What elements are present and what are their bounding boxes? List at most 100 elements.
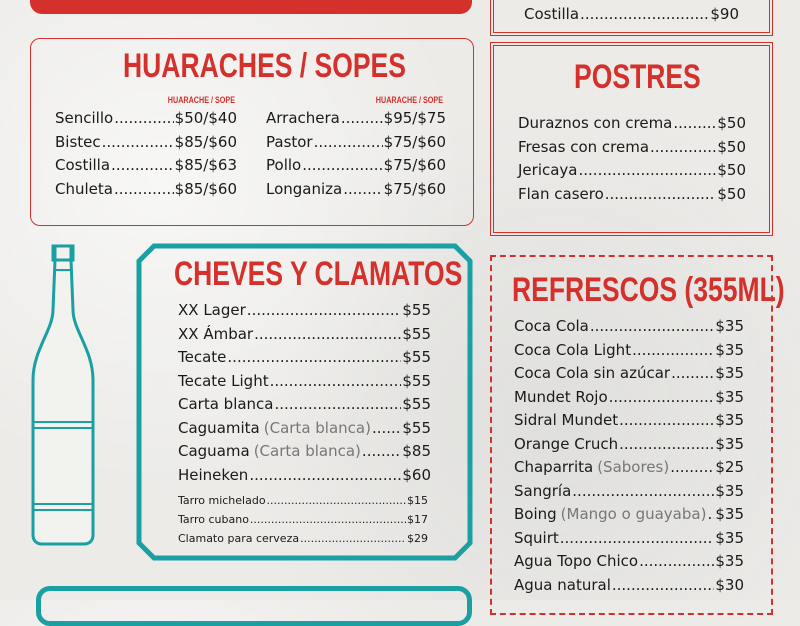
menu-item: Jericaya $50 xyxy=(518,159,746,183)
section-title: POSTRES xyxy=(574,58,701,96)
huaraches-left-list: Sencillo $50/$40 Bistec $85/$60 Costilla $85/… xyxy=(55,107,237,201)
item-name: Coca Cola xyxy=(514,317,589,335)
item-name: Heineken xyxy=(178,465,249,484)
item-price: $55 xyxy=(402,418,431,437)
dot-leader xyxy=(572,480,714,504)
menu-item: Mundet Rojo $35 xyxy=(514,386,744,410)
item-name: Pollo xyxy=(266,156,302,174)
item-name: Chaparrita xyxy=(514,458,594,476)
postres-section: POSTRES Duraznos con crema $50 Fresas con … xyxy=(490,42,773,236)
menu-item: Flan casero $50 xyxy=(518,183,746,207)
item-name: Longaniza xyxy=(266,179,343,198)
item-price: $55 xyxy=(402,324,431,343)
menu-item: Costilla$90 xyxy=(524,3,739,27)
item-price: $85/$60 xyxy=(174,132,237,151)
item-name: Caguama xyxy=(178,442,250,460)
menu-item: Tarro cubano $17 xyxy=(178,510,428,529)
item-price: $35 xyxy=(715,317,744,335)
dot-leader xyxy=(619,409,714,433)
item-price: $35 xyxy=(715,481,744,500)
menu-item: Coca Cola sin azúcar $35 xyxy=(514,362,744,386)
dot-leader xyxy=(707,503,714,527)
item-price: $75/$60 xyxy=(383,179,446,198)
dot-leader xyxy=(670,456,714,480)
item-name: Flan casero xyxy=(518,184,604,203)
item-price: $35 xyxy=(715,340,744,359)
dot-leader xyxy=(590,315,714,339)
cheves-extras-list: Tarro michelado $15 Tarro cubano $17 Clamato… xyxy=(178,491,428,548)
item-price: $35 xyxy=(715,552,744,570)
column-label: HUARACHE / SOPE xyxy=(167,95,235,105)
item-name: Tecate xyxy=(178,348,227,366)
item-price: $75/$60 xyxy=(383,132,446,151)
item-name: Agua Topo Chico xyxy=(514,552,639,570)
dot-leader xyxy=(114,107,173,131)
item-name: Agua natural xyxy=(514,575,611,594)
dot-leader xyxy=(267,491,406,510)
item-name: Duraznos con crema xyxy=(518,114,673,132)
item-price: $17 xyxy=(407,513,428,526)
dot-leader xyxy=(612,574,714,598)
menu-item: XX Ámbar $55 xyxy=(178,323,431,347)
huaraches-section: HUARACHES / SOPES HUARACHE / SOPE HUARAC… xyxy=(30,38,474,226)
dot-leader xyxy=(247,299,402,323)
dot-leader xyxy=(639,550,714,574)
dot-leader xyxy=(341,107,383,131)
menu-item: Clamato para cerveza $29 xyxy=(178,529,428,548)
item-price: $25 xyxy=(715,458,744,476)
item-price: $50 xyxy=(717,137,746,156)
item-name: Chuleta xyxy=(55,179,113,198)
item-price: $35 xyxy=(715,364,744,382)
section-title: REFRESCOS (355ML) xyxy=(512,271,785,309)
menu-item: Pollo $75/$60 xyxy=(266,154,446,178)
menu-item: XX Lager $55 xyxy=(178,299,431,323)
menu-item: Boing(Mango o guayaba) $35 xyxy=(514,503,744,527)
item-note: (Carta blanca) xyxy=(263,418,371,437)
dot-leader xyxy=(275,393,402,417)
dot-leader xyxy=(102,131,174,155)
dot-leader xyxy=(605,183,717,207)
item-price: $50 xyxy=(717,184,746,203)
dot-leader xyxy=(609,386,715,410)
item-name: Caguamita xyxy=(178,418,260,437)
item-price: $30 xyxy=(715,575,744,594)
item-price: $35 xyxy=(715,387,744,406)
dot-leader xyxy=(632,339,714,363)
item-name: Jericaya xyxy=(518,161,578,179)
menu-item: Sangría $35 xyxy=(514,480,744,504)
dot-leader xyxy=(372,417,401,441)
dot-leader xyxy=(362,440,401,464)
item-name: Clamato para cerveza xyxy=(178,532,300,545)
item-price: $50 xyxy=(717,161,746,179)
item-name: Tecate Light xyxy=(178,371,269,390)
menu-item: Caguama(Carta blanca) $85 xyxy=(178,440,431,464)
item-note: (Mango o guayaba) xyxy=(560,505,707,523)
menu-item: Arrachera $95/$75 xyxy=(266,107,446,131)
dot-leader xyxy=(343,178,382,202)
item-name: Fresas con crema xyxy=(518,137,650,156)
menu-item: Carta blanca $55 xyxy=(178,393,431,417)
item-name: Carta blanca xyxy=(178,395,274,413)
dot-leader xyxy=(560,527,715,551)
item-price: $15 xyxy=(407,494,428,507)
dot-leader xyxy=(254,323,401,347)
dot-leader xyxy=(671,362,714,386)
menu-item: Squirt $35 xyxy=(514,527,744,551)
dot-leader xyxy=(114,178,174,202)
item-price: $55 xyxy=(402,301,431,319)
beer-bottle-icon xyxy=(31,244,95,546)
item-price: $95/$75 xyxy=(383,109,446,127)
cheves-section: CHEVES Y CLAMATOS XX Lager $55 XX Ámbar $55… xyxy=(136,243,473,561)
menu-item: Tecate Light $55 xyxy=(178,370,431,394)
bottom-teal-box xyxy=(36,586,472,626)
item-price: $50/$40 xyxy=(174,109,237,127)
menu-item: Costilla $85/$63 xyxy=(55,154,237,178)
section-title: CHEVES Y CLAMATOS xyxy=(174,255,463,293)
item-name: Sidral Mundet xyxy=(514,411,619,429)
menu-item: Agua natural $30 xyxy=(514,574,744,598)
item-name: Coca Cola Light xyxy=(514,340,632,359)
menu-item: Bistec $85/$60 xyxy=(55,131,237,155)
